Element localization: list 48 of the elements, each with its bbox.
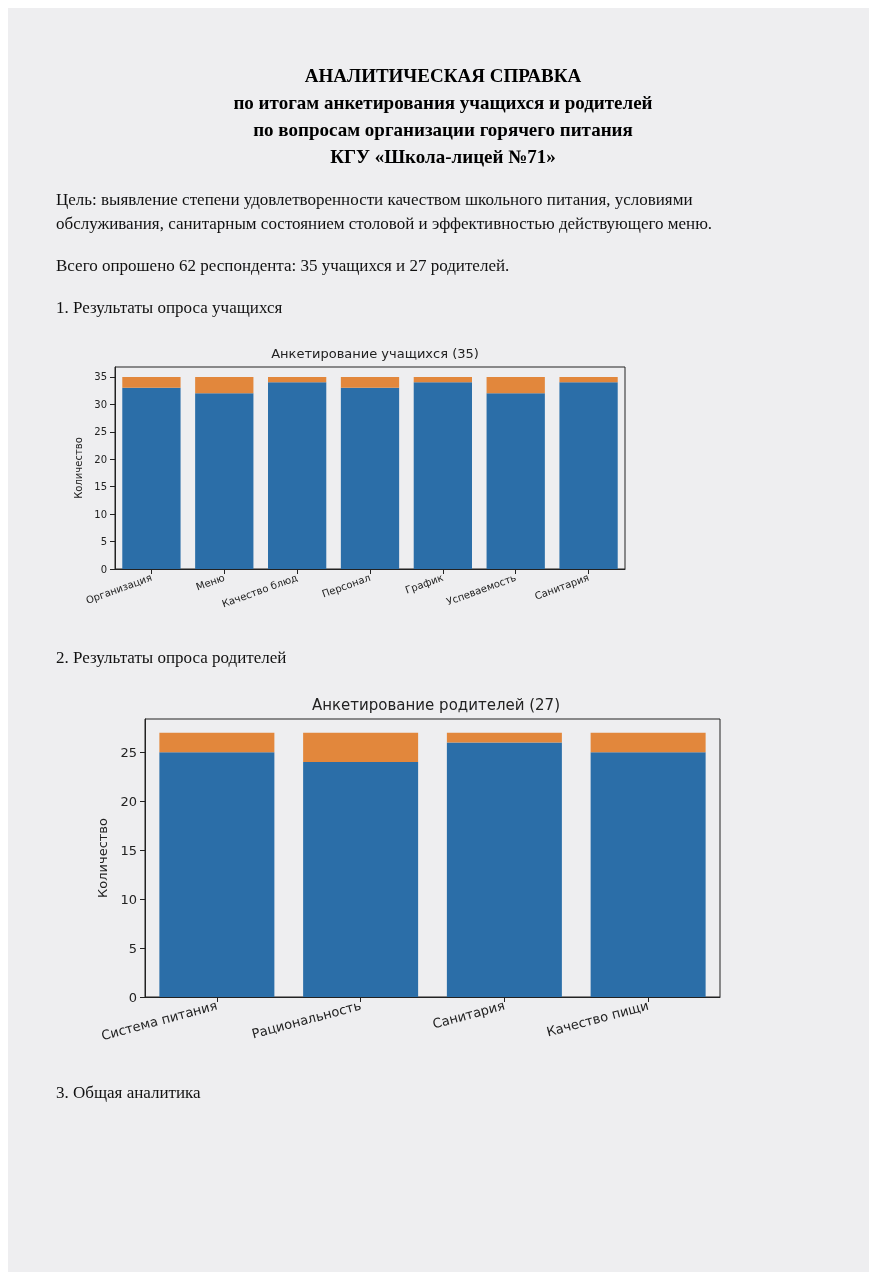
bar (559, 376, 618, 383)
bar (268, 382, 327, 569)
y-tick-label: 25 (120, 744, 137, 760)
y-tick-label: 0 (128, 989, 137, 1005)
bar (195, 393, 254, 569)
bar (195, 376, 254, 394)
y-tick-label: 5 (100, 536, 107, 548)
bar (486, 376, 545, 394)
y-tick-label: 10 (120, 891, 137, 907)
text: Цель: выявление степени удовлетворенности качеством школьного питания, условиями обслуживания, санитарным состоянием столовой и эффективностью действующего меню. (56, 189, 714, 235)
bar (340, 376, 400, 388)
bar (303, 732, 419, 763)
text: 2. Результаты опроса родителей (56, 647, 288, 669)
y-tick-label: 15 (120, 842, 137, 858)
bar (486, 393, 545, 569)
bar (122, 376, 181, 388)
y-tick-label: 5 (128, 940, 137, 956)
y-tick-label: 35 (94, 371, 107, 383)
y-tick-label: 30 (94, 398, 107, 410)
y-tick-label: 20 (120, 793, 137, 809)
y-tick-label: 0 (100, 563, 107, 575)
bar (590, 732, 706, 753)
y-tick-label: 20 (94, 453, 107, 465)
bar (413, 376, 472, 383)
bar (122, 387, 181, 569)
y-tick-label: 10 (94, 508, 107, 520)
bar (268, 376, 327, 383)
bar (340, 387, 400, 569)
bar (446, 742, 562, 997)
text: 1. Результаты опроса учащихся (56, 297, 284, 319)
bar (303, 762, 419, 997)
bar (559, 382, 618, 569)
y-axis-title: Количество (72, 437, 84, 499)
bar (590, 752, 706, 997)
bar (446, 732, 562, 743)
x-tick-label: Качество пищи (544, 997, 651, 1040)
chart-title: Анкетирование родителей (27) (311, 695, 561, 714)
bar (159, 732, 275, 753)
bar (159, 752, 275, 997)
y-tick-label: 25 (94, 426, 107, 438)
chart-title: Анкетирование учащихся (35) (271, 346, 479, 361)
x-tick-label: Меню (194, 571, 227, 593)
text: Всего опрошено 62 респондента: 35 учащихся и 27 родителей. (56, 255, 511, 277)
bar (413, 382, 472, 569)
y-tick-label: 15 (94, 481, 107, 493)
y-axis-title: Количество (95, 817, 110, 898)
text: 3. Общая аналитика (56, 1082, 202, 1104)
text: АНАЛИТИЧЕСКАЯ СПРАВКА по итогам анкетирования учащихся и родителей по вопросам организации горячего питания КГУ «Школа-лицей №71» (232, 64, 654, 169)
